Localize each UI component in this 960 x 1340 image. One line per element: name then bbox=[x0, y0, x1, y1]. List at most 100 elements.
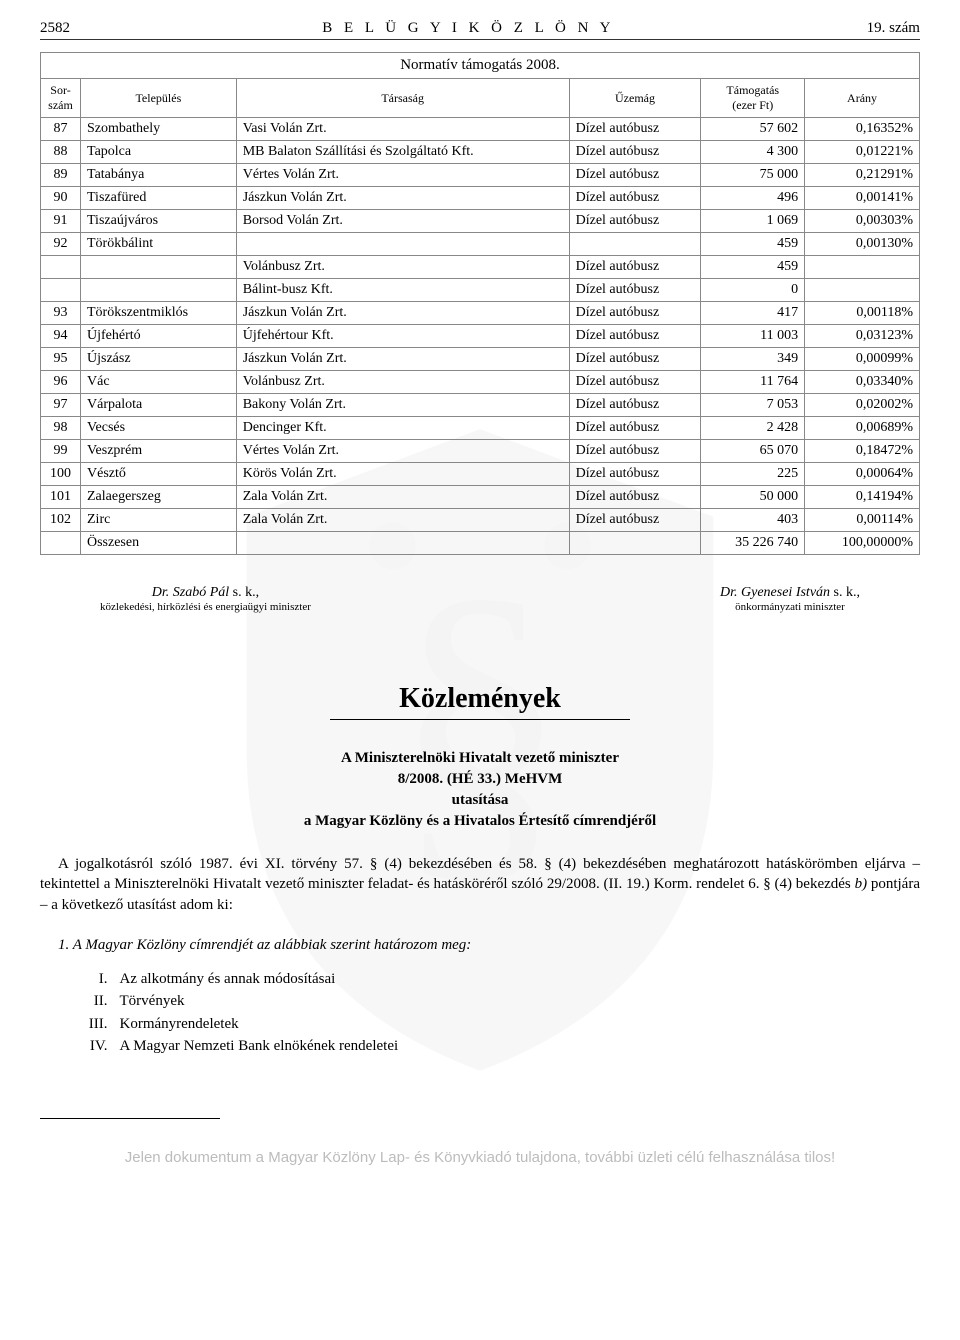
cell-ratio: 0,14194% bbox=[805, 486, 920, 509]
table-row: 88TapolcaMB Balaton Szállítási és Szolgá… bbox=[41, 141, 920, 164]
sig-left-name: Dr. Szabó Pál bbox=[152, 585, 229, 600]
sig-right-suffix: s. k., bbox=[830, 585, 860, 600]
cell-branch: Dízel autóbusz bbox=[569, 371, 701, 394]
cell-company: MB Balaton Szállítási és Szolgáltató Kft… bbox=[236, 141, 569, 164]
cell-company: Vasi Volán Zrt. bbox=[236, 118, 569, 141]
cell-ratio bbox=[805, 256, 920, 279]
cell-idx: 92 bbox=[41, 233, 81, 256]
table-row: Bálint-busz Kft.Dízel autóbusz0 bbox=[41, 279, 920, 302]
cell-support: 75 000 bbox=[701, 164, 805, 187]
cell-support: 459 bbox=[701, 233, 805, 256]
cell-branch: Dízel autóbusz bbox=[569, 509, 701, 532]
cell-town: Vecsés bbox=[81, 417, 237, 440]
table-row: 99VeszprémVértes Volán Zrt.Dízel autóbus… bbox=[41, 440, 920, 463]
cell-branch bbox=[569, 233, 701, 256]
cell-support: 417 bbox=[701, 302, 805, 325]
subheader-line: A Miniszterelnöki Hivatalt vezető minisz… bbox=[40, 748, 920, 769]
cell-company: Dencinger Kft. bbox=[236, 417, 569, 440]
cell-idx: 87 bbox=[41, 118, 81, 141]
cell-total-support: 35 226 740 bbox=[701, 532, 805, 555]
list-roman: I. bbox=[78, 968, 108, 991]
cell-company: Vértes Volán Zrt. bbox=[236, 440, 569, 463]
list-item: IV.A Magyar Nemzeti Bank elnökének rende… bbox=[78, 1035, 921, 1058]
cell-branch: Dízel autóbusz bbox=[569, 463, 701, 486]
cell-ratio: 0,21291% bbox=[805, 164, 920, 187]
cell-support: 225 bbox=[701, 463, 805, 486]
cell-town bbox=[81, 256, 237, 279]
signature-right: Dr. Gyenesei István s. k., önkormányzati… bbox=[720, 585, 860, 613]
list-item: II.Törvények bbox=[78, 990, 921, 1013]
cell-support: 2 428 bbox=[701, 417, 805, 440]
table-row: 95ÚjszászJászkun Volán Zrt.Dízel autóbus… bbox=[41, 348, 920, 371]
section-rule bbox=[330, 719, 630, 720]
cell-company: Újfehértour Kft. bbox=[236, 325, 569, 348]
cell-ratio: 0,16352% bbox=[805, 118, 920, 141]
cell-idx bbox=[41, 279, 81, 302]
col-idx: Sor- szám bbox=[41, 79, 81, 118]
col-branch: Űzemág bbox=[569, 79, 701, 118]
cell-ratio: 0,02002% bbox=[805, 394, 920, 417]
footer-disclaimer: Jelen dokumentum a Magyar Közlöny Lap- é… bbox=[40, 1149, 920, 1166]
col-ratio: Arány bbox=[805, 79, 920, 118]
cell-town: Várpalota bbox=[81, 394, 237, 417]
table-row: 87SzombathelyVasi Volán Zrt.Dízel autóbu… bbox=[41, 118, 920, 141]
cell-support: 11 003 bbox=[701, 325, 805, 348]
table-caption: Normatív támogatás 2008. bbox=[40, 52, 920, 78]
list-text: Kormányrendeletek bbox=[120, 1013, 239, 1036]
cell-branch: Dízel autóbusz bbox=[569, 279, 701, 302]
cell-branch: Dízel autóbusz bbox=[569, 325, 701, 348]
cell-branch: Dízel autóbusz bbox=[569, 302, 701, 325]
cell-town: Zirc bbox=[81, 509, 237, 532]
sig-right-title: önkormányzati miniszter bbox=[720, 601, 860, 613]
cell-idx: 102 bbox=[41, 509, 81, 532]
cell-ratio: 0,00114% bbox=[805, 509, 920, 532]
table-row: Volánbusz Zrt.Dízel autóbusz459 bbox=[41, 256, 920, 279]
cell-idx: 94 bbox=[41, 325, 81, 348]
cell-idx: 90 bbox=[41, 187, 81, 210]
list-text: A Magyar Nemzeti Bank elnökének rendelet… bbox=[120, 1035, 399, 1058]
cell-support: 496 bbox=[701, 187, 805, 210]
cell-company: Jászkun Volán Zrt. bbox=[236, 348, 569, 371]
cell-support: 349 bbox=[701, 348, 805, 371]
list-item: I.Az alkotmány és annak módosításai bbox=[78, 968, 921, 991]
section-italic-line: 1. A Magyar Közlöny címrendjét az alábbi… bbox=[40, 937, 920, 954]
issue-number: 19. szám bbox=[867, 20, 920, 37]
cell-ratio: 0,00303% bbox=[805, 210, 920, 233]
cell-town bbox=[81, 279, 237, 302]
cell-company: Bakony Volán Zrt. bbox=[236, 394, 569, 417]
cell-idx: 95 bbox=[41, 348, 81, 371]
cell-town: Törökszentmiklós bbox=[81, 302, 237, 325]
table-header-row: Sor- szám Település Társaság Űzemág Támo… bbox=[41, 79, 920, 118]
cell-ratio: 0,00118% bbox=[805, 302, 920, 325]
table-row: 100VésztőKörös Volán Zrt.Dízel autóbusz2… bbox=[41, 463, 920, 486]
cell-company: Volánbusz Zrt. bbox=[236, 371, 569, 394]
cell-idx bbox=[41, 532, 81, 555]
cell-support: 7 053 bbox=[701, 394, 805, 417]
cell-branch: Dízel autóbusz bbox=[569, 210, 701, 233]
cell-town: Újszász bbox=[81, 348, 237, 371]
sig-right-name: Dr. Gyenesei István bbox=[720, 585, 830, 600]
table-row: 93TörökszentmiklósJászkun Volán Zrt.Díze… bbox=[41, 302, 920, 325]
cell-company: Jászkun Volán Zrt. bbox=[236, 302, 569, 325]
cell-town: Tiszafüred bbox=[81, 187, 237, 210]
cell-ratio: 0,03123% bbox=[805, 325, 920, 348]
cell-idx: 101 bbox=[41, 486, 81, 509]
table-row: 90TiszafüredJászkun Volán Zrt.Dízel autó… bbox=[41, 187, 920, 210]
cell-branch: Dízel autóbusz bbox=[569, 394, 701, 417]
table-total-row: Összesen35 226 740100,00000% bbox=[41, 532, 920, 555]
cell-support: 4 300 bbox=[701, 141, 805, 164]
cell-support: 403 bbox=[701, 509, 805, 532]
cell-town: Vésztő bbox=[81, 463, 237, 486]
col-support: Támogatás (ezer Ft) bbox=[701, 79, 805, 118]
cell-town: Tiszaújváros bbox=[81, 210, 237, 233]
cell-branch: Dízel autóbusz bbox=[569, 141, 701, 164]
cell-support: 0 bbox=[701, 279, 805, 302]
signature-left: Dr. Szabó Pál s. k., közlekedési, hírköz… bbox=[100, 585, 311, 613]
cell-town: Tapolca bbox=[81, 141, 237, 164]
cell-town: Zalaegerszeg bbox=[81, 486, 237, 509]
cell-town: Veszprém bbox=[81, 440, 237, 463]
support-table: Normatív támogatás 2008. Sor- szám Telep… bbox=[40, 52, 920, 555]
cell-company bbox=[236, 532, 569, 555]
table-row: 102ZircZala Volán Zrt.Dízel autóbusz4030… bbox=[41, 509, 920, 532]
cell-company: Zala Volán Zrt. bbox=[236, 509, 569, 532]
